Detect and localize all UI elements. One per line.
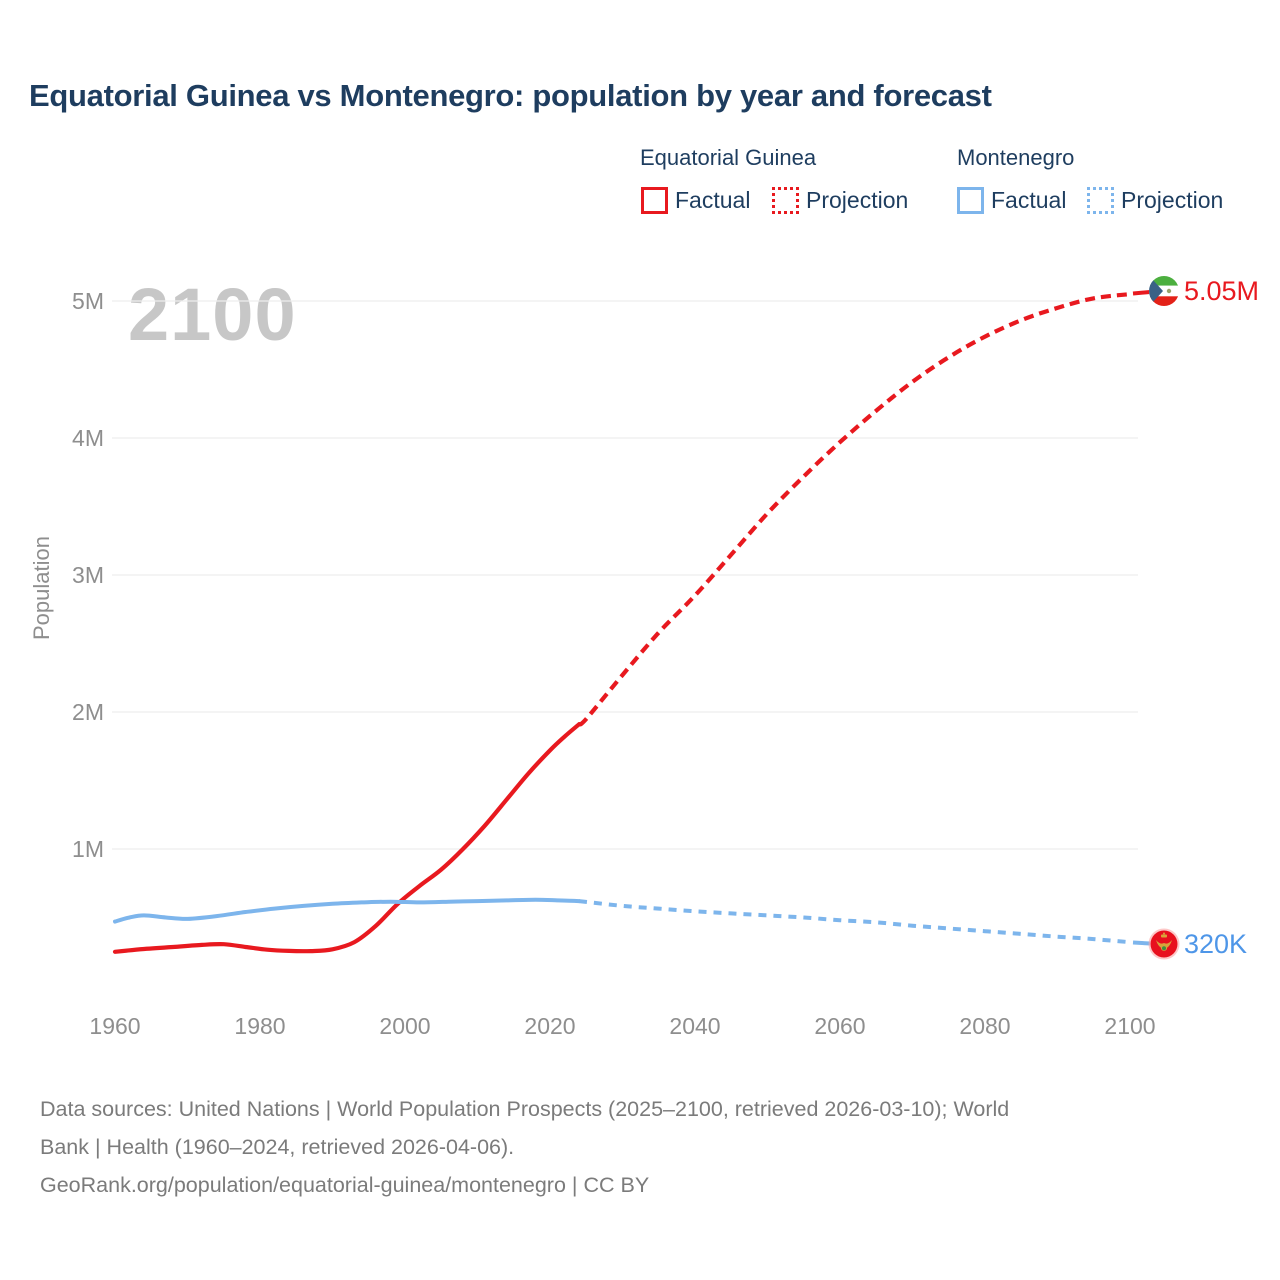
x-tick-1960: 1960	[89, 1013, 141, 1039]
y-tick-2m: 2M	[72, 699, 104, 725]
eg-end-value-label: 5.05M	[1184, 276, 1260, 306]
legend-item-eg-projection[interactable]: Projection	[806, 187, 909, 213]
series-eg-factual-line[interactable]	[112, 722, 582, 954]
gridlines	[112, 300, 1138, 850]
legend-item-mn-projection[interactable]: Projection	[1121, 187, 1224, 213]
watermark-year: 2100	[128, 273, 297, 356]
x-tick-1980: 1980	[234, 1013, 286, 1039]
x-tick-2060: 2060	[814, 1013, 866, 1039]
legend-swatch-eg-projection-icon[interactable]	[772, 187, 799, 214]
y-tick-1m: 1M	[72, 836, 104, 862]
y-tick-3m: 3M	[72, 562, 104, 588]
mn-flag-connector	[1132, 940, 1151, 946]
equatorial-guinea-flag-icon	[1149, 276, 1179, 306]
y-tick-4m: 4M	[72, 425, 104, 451]
x-tick-2080: 2080	[959, 1013, 1011, 1039]
page-title: Equatorial Guinea vs Montenegro: populat…	[29, 78, 992, 113]
footer-attribution: Data sources: United Nations | World Pop…	[40, 1090, 1240, 1204]
x-tick-2100: 2100	[1104, 1013, 1156, 1039]
legend-item-eg-factual[interactable]: Factual	[675, 187, 751, 213]
eg-flag-connector	[1132, 290, 1151, 296]
legend-group-montenegro: Montenegro	[957, 145, 1075, 170]
x-tick-2040: 2040	[669, 1013, 721, 1039]
series-eg-projection-line[interactable]	[577, 292, 1131, 727]
x-tick-2020: 2020	[524, 1013, 576, 1039]
x-tick-2000: 2000	[379, 1013, 431, 1039]
series-mn-factual-line[interactable]	[113, 897, 581, 924]
footer-sources-line-1: Data sources: United Nations | World Pop…	[40, 1097, 1010, 1121]
mn-end-value-label: 320K	[1184, 929, 1248, 959]
footer-url: GeoRank.org/population/equatorial-guinea…	[40, 1173, 650, 1197]
series-mn-projection-line[interactable]	[578, 899, 1131, 945]
legend-item-mn-factual[interactable]: Factual	[991, 187, 1067, 213]
footer-sources-line-2: Bank | Health (1960–2024, retrieved 2026…	[40, 1135, 515, 1159]
y-tick-5m: 5M	[72, 288, 104, 314]
legend-swatch-mn-projection-icon[interactable]	[1087, 187, 1114, 214]
legend-group-equatorial-guinea: Equatorial Guinea	[640, 145, 817, 170]
legend-swatch-mn-factual-icon[interactable]	[957, 187, 984, 214]
legend-swatch-eg-factual-icon[interactable]	[641, 187, 668, 214]
montenegro-flag-icon	[1148, 928, 1180, 960]
